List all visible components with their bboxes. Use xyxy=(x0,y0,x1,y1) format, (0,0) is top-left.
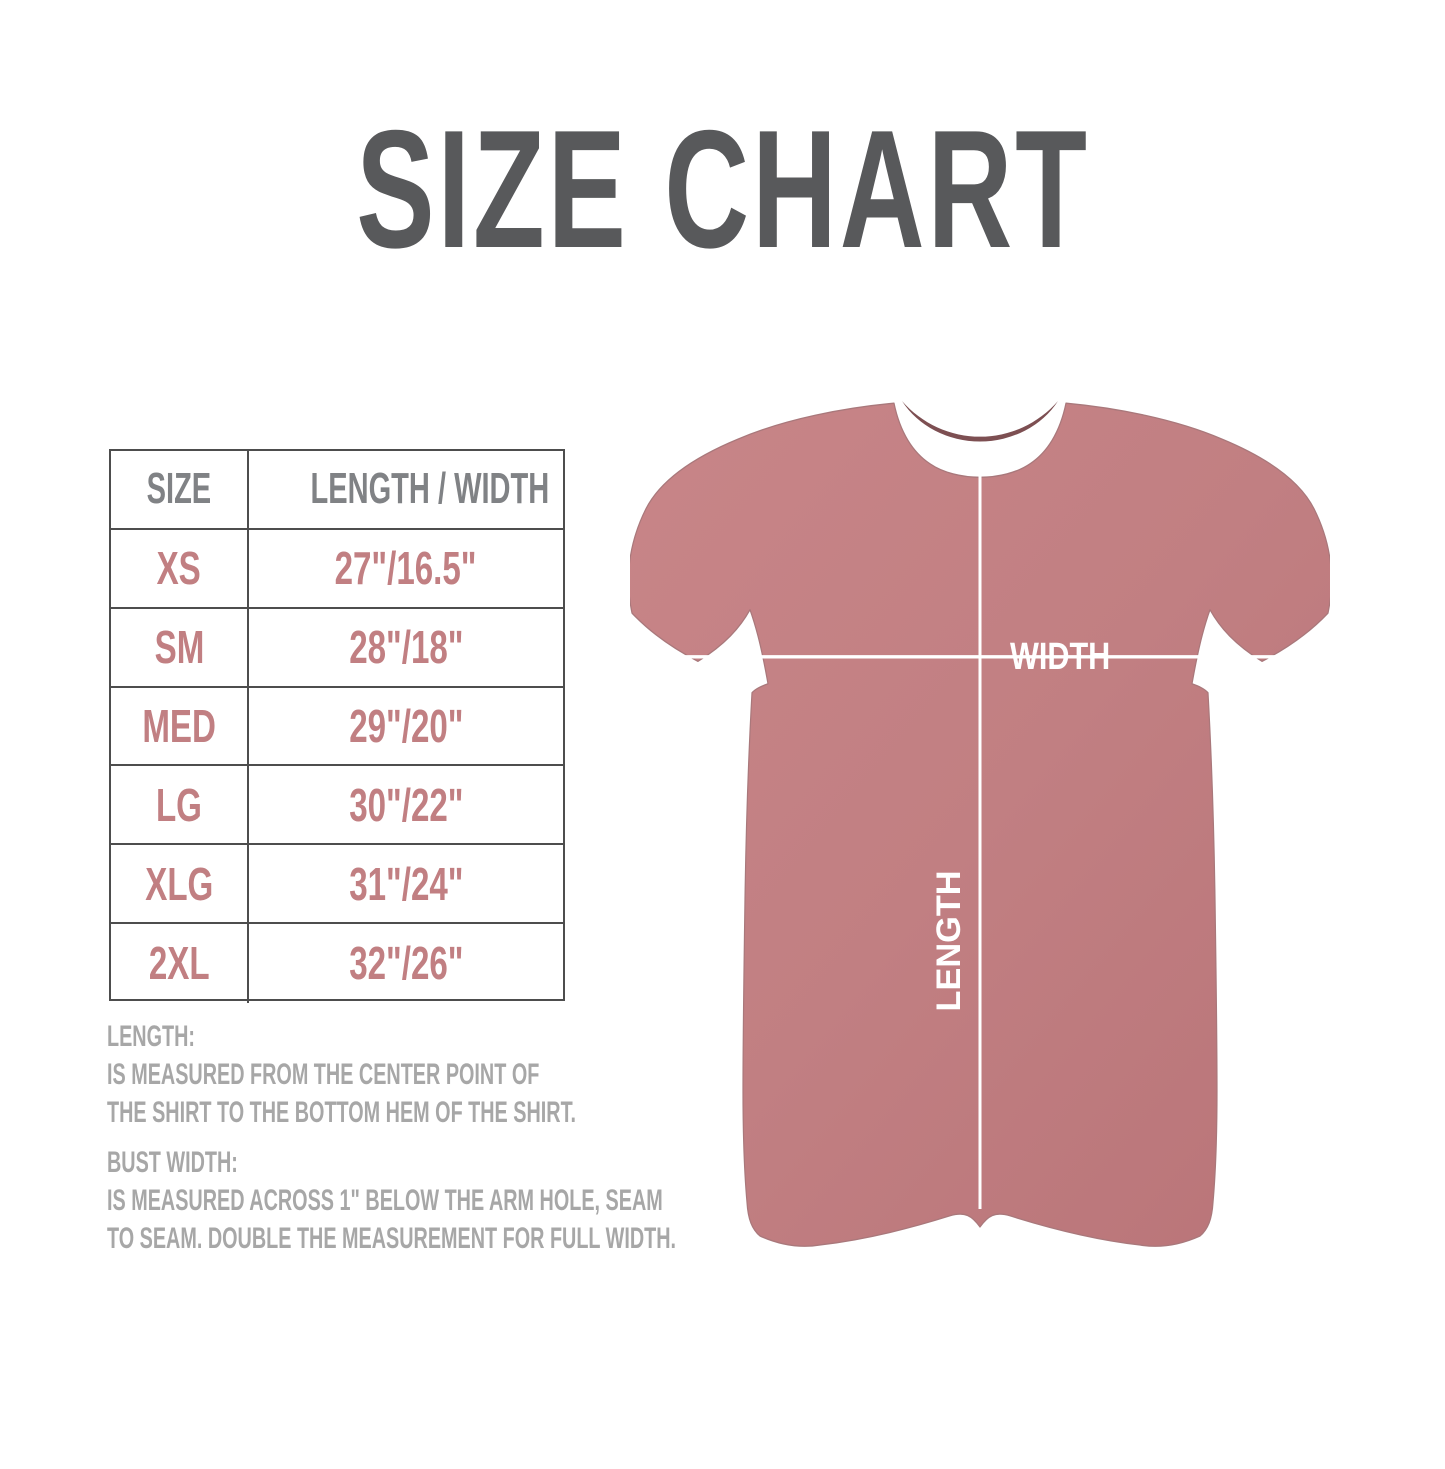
svg-text:WIDTH: WIDTH xyxy=(1010,636,1110,678)
svg-text:LENGTH: LENGTH xyxy=(930,870,968,1011)
